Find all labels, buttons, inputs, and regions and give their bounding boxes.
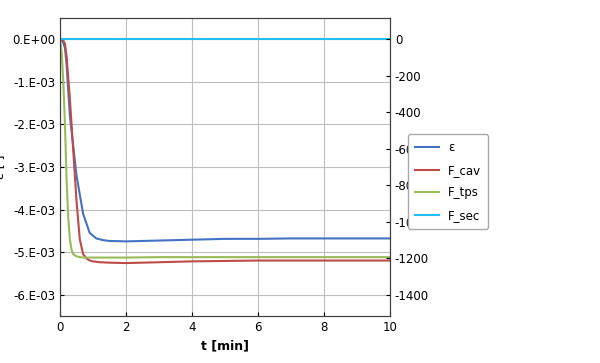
ε xyxy=(100,238,107,242)
F_cav xyxy=(106,261,113,265)
ε xyxy=(287,236,295,241)
Legend: ε, F_cav, F_tps, F_sec: ε, F_cav, F_tps, F_sec xyxy=(408,134,488,229)
F_cav xyxy=(221,259,229,263)
F_cav xyxy=(287,258,295,263)
ε xyxy=(155,238,163,243)
F_cav xyxy=(58,37,65,42)
F_tps xyxy=(254,255,262,259)
ε xyxy=(122,239,130,244)
ε xyxy=(93,236,100,241)
Y-axis label: F [N]: F [N] xyxy=(434,152,448,182)
F_cav xyxy=(83,256,90,261)
F_tps xyxy=(83,256,90,260)
ε xyxy=(59,41,67,45)
ε xyxy=(56,37,64,42)
Line: ε: ε xyxy=(60,40,390,241)
F_cav xyxy=(96,260,103,264)
F_tps xyxy=(188,255,196,259)
F_tps xyxy=(68,248,75,252)
F_cav xyxy=(155,260,163,264)
F_cav xyxy=(89,259,97,264)
F_tps xyxy=(67,237,74,241)
Y-axis label: ε [ ]: ε [ ] xyxy=(0,155,7,179)
F_tps xyxy=(86,256,94,260)
F_tps xyxy=(221,255,229,259)
ε xyxy=(63,63,70,67)
F_tps xyxy=(386,255,394,259)
ε xyxy=(58,38,65,42)
F_tps xyxy=(122,256,130,260)
ε xyxy=(106,239,113,243)
F_tps xyxy=(56,37,64,42)
F_cav xyxy=(122,261,130,265)
F_tps xyxy=(59,80,67,84)
F_cav xyxy=(73,199,80,203)
F_cav xyxy=(59,38,67,43)
F_cav xyxy=(76,237,83,241)
ε xyxy=(320,236,328,241)
ε xyxy=(86,231,94,235)
F_tps xyxy=(65,216,72,220)
ε xyxy=(116,239,123,243)
F_cav xyxy=(70,148,77,152)
F_tps xyxy=(89,256,97,260)
F_tps xyxy=(155,255,163,259)
F_tps xyxy=(76,255,83,259)
ε xyxy=(73,173,80,178)
ε xyxy=(79,212,87,216)
F_cav xyxy=(63,54,70,58)
F_tps xyxy=(73,254,80,258)
F_tps xyxy=(79,256,87,260)
F_cav xyxy=(56,37,64,42)
ε xyxy=(188,237,196,242)
ε xyxy=(221,237,229,241)
ε xyxy=(61,46,68,50)
F_tps xyxy=(320,255,328,259)
Line: F_tps: F_tps xyxy=(60,40,390,258)
F_tps xyxy=(96,256,103,260)
F_cav xyxy=(254,258,262,263)
ε xyxy=(386,236,394,241)
F_cav xyxy=(79,252,87,256)
F_cav xyxy=(86,258,94,263)
F_tps xyxy=(58,50,65,54)
F_tps xyxy=(70,252,77,256)
F_tps xyxy=(61,122,68,127)
F_cav xyxy=(320,258,328,263)
F_tps xyxy=(63,178,70,182)
F_cav xyxy=(61,41,68,46)
F_cav xyxy=(353,258,361,263)
X-axis label: t [min]: t [min] xyxy=(201,339,249,352)
Line: F_cav: F_cav xyxy=(60,40,390,263)
ε xyxy=(353,236,361,241)
ε xyxy=(67,114,74,118)
F_cav xyxy=(386,258,394,263)
F_cav xyxy=(67,97,74,101)
F_tps xyxy=(353,255,361,259)
F_tps xyxy=(106,256,113,260)
F_tps xyxy=(287,255,295,259)
F_cav xyxy=(188,259,196,264)
ε xyxy=(254,237,262,241)
